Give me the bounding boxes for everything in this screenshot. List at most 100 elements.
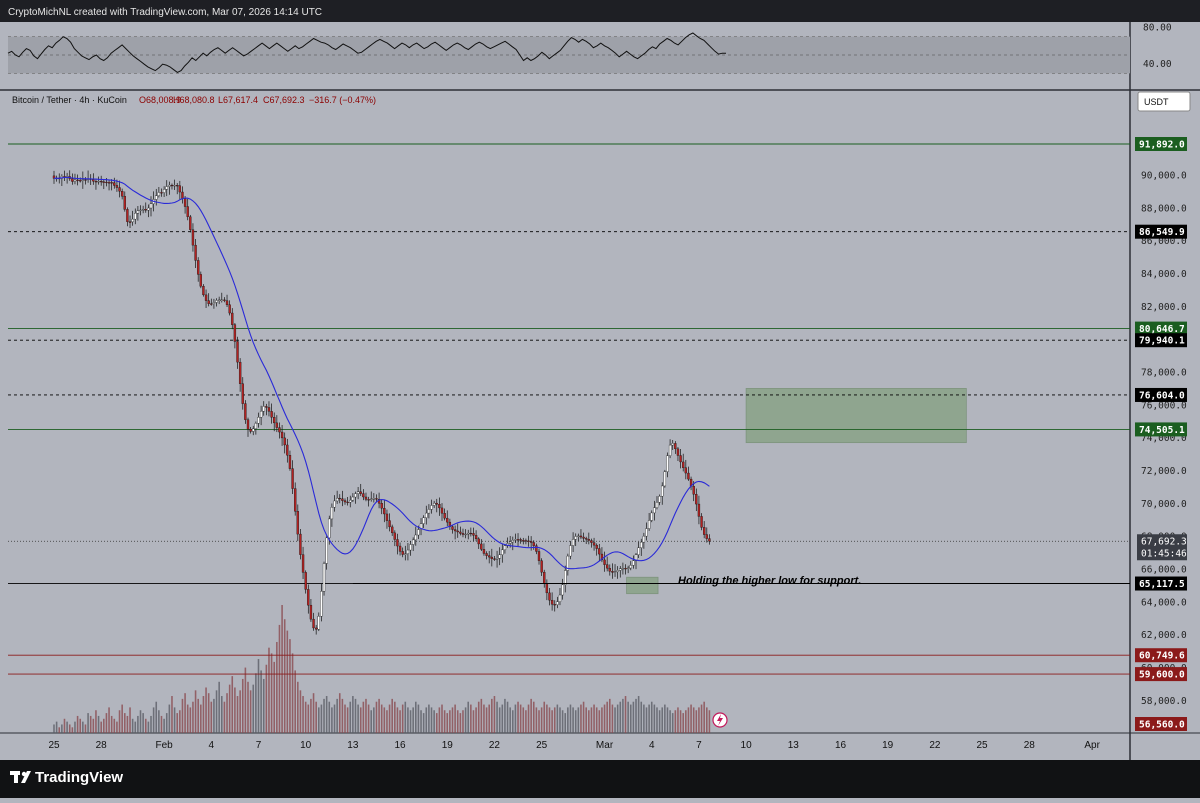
candle [495, 550, 499, 568]
candle [703, 521, 706, 539]
candle [191, 223, 195, 252]
volume-bar [582, 701, 585, 733]
candle [430, 499, 433, 514]
volume-bar [66, 721, 68, 733]
volume-bar [367, 704, 370, 733]
candle [270, 403, 273, 424]
volume-bar [454, 704, 456, 733]
volume-bar [283, 619, 286, 733]
candle [640, 538, 643, 556]
volume-bar [433, 710, 435, 733]
candle [257, 412, 260, 428]
time-axis-label: 16 [835, 740, 847, 751]
volume-bar [656, 707, 658, 733]
volume-bar [310, 698, 312, 733]
volume-bar [257, 659, 260, 733]
volume-bar [477, 701, 480, 733]
volume-bar [475, 707, 477, 733]
candle [110, 179, 113, 191]
time-axis-label: 28 [96, 740, 108, 751]
volume-bar [559, 707, 561, 733]
candle [485, 551, 488, 560]
candle [286, 438, 289, 463]
volume-bar [247, 681, 249, 733]
candle [537, 548, 541, 565]
symbol-name: Bitcoin / Tether · 4h · KuCoin [12, 95, 127, 105]
candle [241, 377, 244, 410]
volume-bar [234, 687, 236, 733]
candle [414, 526, 417, 546]
volume-bar [184, 693, 186, 733]
volume-bar [527, 704, 530, 733]
candle [674, 441, 677, 454]
candle [553, 600, 556, 612]
candle [113, 177, 116, 189]
volume-bar [506, 701, 509, 733]
candle [278, 422, 281, 439]
currency-button[interactable]: USDT [1137, 91, 1191, 112]
volume-bar [493, 696, 496, 733]
volume-bar [79, 718, 82, 733]
candle [564, 565, 567, 593]
candle [708, 534, 711, 545]
candle [307, 584, 310, 614]
volume-bar [302, 696, 304, 733]
candle [197, 257, 200, 282]
candle [585, 536, 588, 544]
volume-bar [202, 696, 205, 733]
candle [668, 439, 672, 459]
volume-bar [134, 721, 137, 733]
volume-bar [601, 707, 603, 733]
volume-bar [590, 707, 593, 733]
candle [461, 528, 465, 538]
candle [616, 566, 619, 579]
candle [519, 537, 522, 544]
candle [613, 564, 617, 577]
price-tick-label: 90,000.0 [1141, 171, 1187, 182]
candle [661, 482, 664, 505]
volume-bar [648, 704, 650, 733]
price-level-badge: 79,940.1 [1135, 333, 1187, 348]
candle [134, 208, 137, 225]
volume-bar [446, 713, 449, 733]
candle [223, 297, 226, 303]
volume-bar [192, 701, 194, 733]
candle [217, 296, 221, 305]
price-level-badge: 65,117.5 [1135, 576, 1187, 591]
candle [571, 532, 575, 552]
candle [650, 510, 653, 523]
candle [435, 498, 438, 513]
volume-bar [241, 678, 244, 733]
candle [128, 215, 132, 228]
candle [296, 504, 299, 542]
candle [141, 205, 145, 214]
candle [464, 529, 467, 539]
volume-bar [535, 707, 538, 733]
price-level-badge: 76,604.0 [1135, 387, 1187, 402]
volume-bar [129, 707, 131, 733]
lightning-icon[interactable] [712, 712, 728, 728]
candle [440, 503, 444, 521]
rsi-tick-label: 40.00 [1143, 59, 1172, 70]
candle [432, 500, 436, 509]
price-level-label: 56,560.0 [1139, 720, 1185, 731]
candle [443, 508, 446, 521]
volume-bar [690, 704, 692, 733]
candle [351, 493, 355, 502]
time-axis-label: 22 [929, 740, 941, 751]
volume-bar [239, 690, 241, 733]
volume-bar [629, 704, 632, 733]
time-axis-label: 13 [788, 740, 800, 751]
volume-bar [645, 707, 648, 733]
volume-bar [700, 704, 703, 733]
time-axis-label: 25 [536, 740, 548, 751]
candle [695, 488, 698, 512]
candle [273, 412, 276, 432]
candle [697, 495, 701, 525]
candle [401, 547, 404, 558]
candle [338, 494, 341, 504]
volume-bar [278, 624, 281, 733]
last-price-badge: 67,692.3 01:45:46 [1137, 534, 1187, 561]
